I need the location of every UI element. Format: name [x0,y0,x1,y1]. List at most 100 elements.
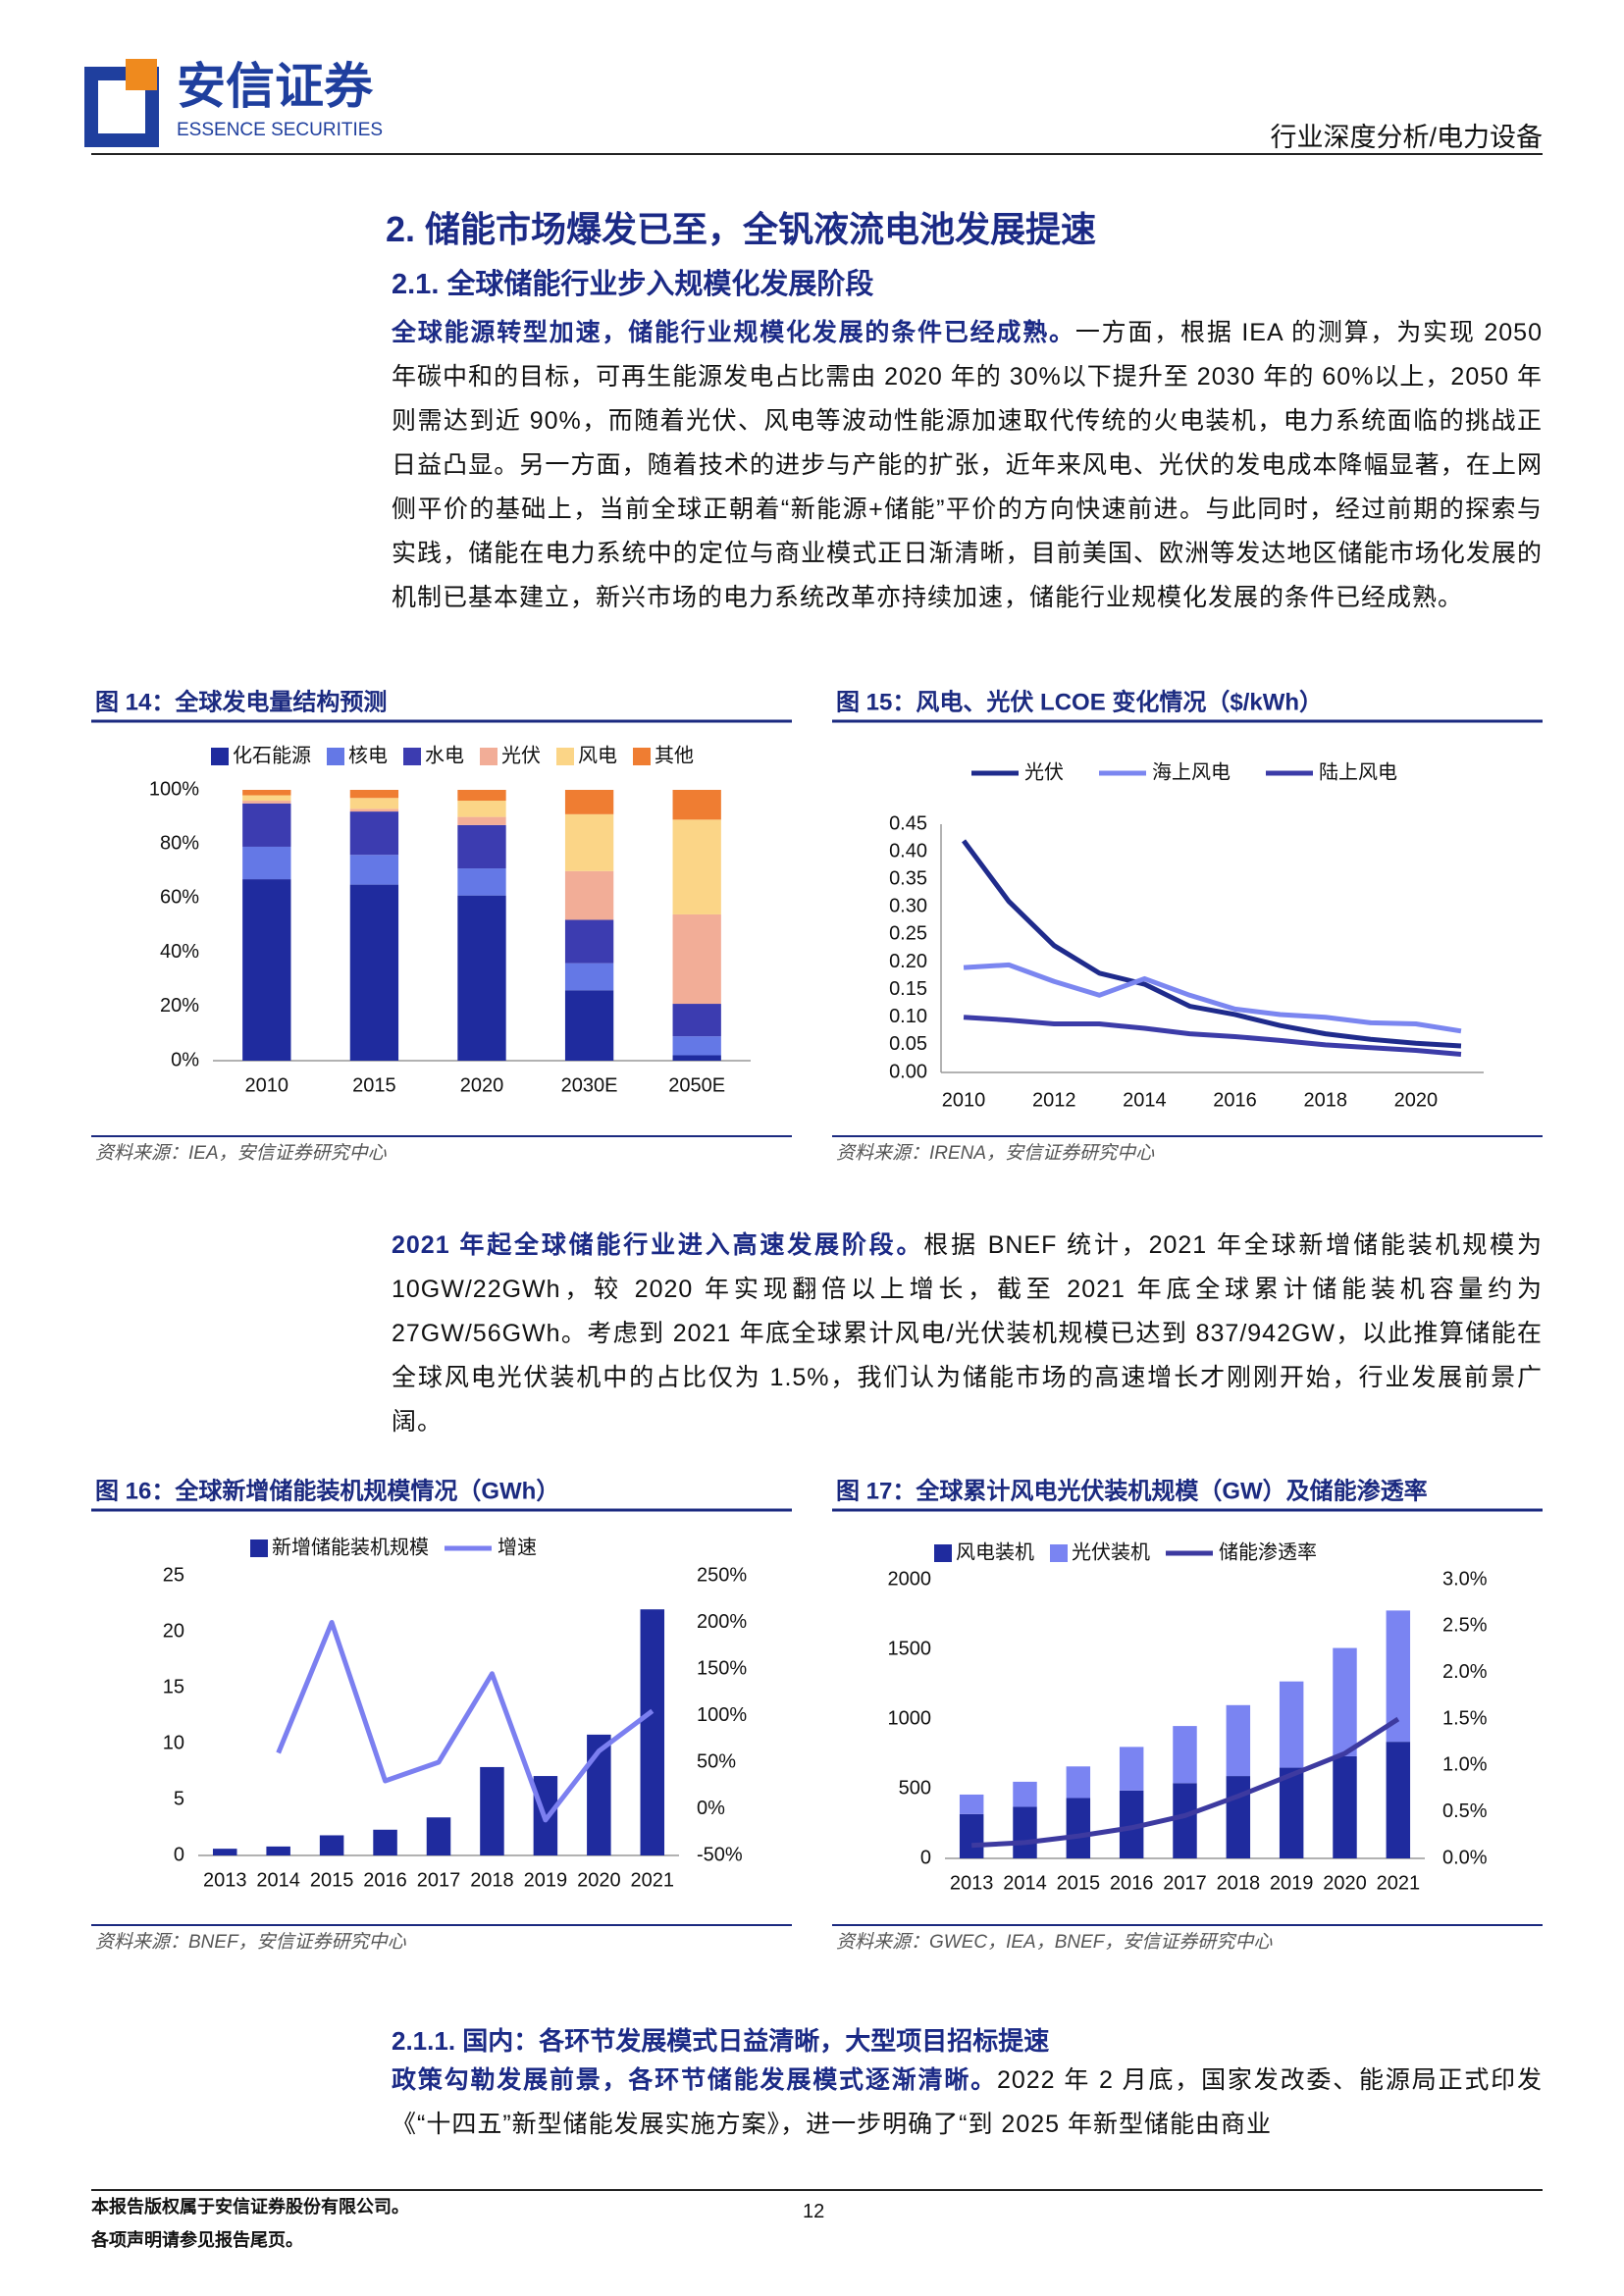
bar [1013,1781,1037,1807]
legend-swatch [633,748,651,765]
figure-source: 资料来源：IEA，安信证券研究中心 [95,1142,388,1164]
x-tick-label: 2019 [1270,1872,1314,1894]
bar [349,809,399,812]
y-tick-label: 0.05 [889,1033,927,1055]
x-tick-label: 2020 [577,1869,621,1891]
bar [1119,1747,1144,1791]
bar [672,1004,721,1037]
y-tick-label: 40% [160,941,199,963]
x-tick-label: 2018 [470,1869,514,1891]
x-tick-label: 2013 [950,1872,994,1894]
bar [959,1794,984,1814]
figure-title: 图 15：风电、光伏 LCOE 变化情况（$/kWh） [836,688,1323,715]
bar [1386,1742,1411,1858]
bar [480,1766,504,1855]
figure-source: 资料来源：GWEC，IEA，BNEF，安信证券研究中心 [836,1931,1273,1953]
legend-label: 化石能源 [233,744,311,766]
bar [564,963,614,991]
y-tick-label: 1500 [888,1638,932,1659]
bar [266,1846,290,1855]
bar [564,990,614,1061]
x-tick-label: 2030E [561,1074,618,1096]
figure-title: 图 16：全球新增储能装机规模情况（GWh） [95,1477,559,1504]
bar [242,803,291,847]
x-tick-label: 2018 [1217,1872,1261,1894]
series-line [963,962,1462,1034]
logo-cn: 安信证券 [177,59,374,114]
bar [319,1835,344,1855]
series-line [971,1716,1400,1849]
bar [959,1813,984,1858]
bar [672,1036,721,1056]
bar [1279,1681,1304,1768]
bar [242,879,291,1061]
y2-tick-label: 1.0% [1442,1754,1488,1776]
subsubsection-title: 2.1.1. 国内：各环节发展模式日益清晰，大型项目招标提速 [392,2026,1050,2056]
bar [1333,1647,1357,1756]
bar [672,790,721,820]
y-tick-label: 15 [163,1676,184,1697]
paragraph-text: 根据 BNEF 统计，2021 年全球新增储能装机规模为 10GW/22GWh，… [392,1231,1543,1435]
bar [457,816,506,825]
x-tick-label: 2014 [1003,1872,1047,1894]
legend-label: 核电 [348,744,388,766]
bar [1226,1776,1251,1858]
y-tick-label: 20% [160,995,199,1017]
y-tick-label: 2000 [888,1568,932,1590]
legend-label: 光伏 [1024,760,1064,783]
bar [564,813,614,871]
paragraph-lead: 全球能源转型加速，储能行业规模化发展的条件已经成熟。 [392,319,1075,346]
y2-tick-label: 150% [697,1657,747,1679]
y2-tick-label: 2.5% [1442,1615,1488,1637]
x-tick-label: 2015 [310,1869,354,1891]
series-line [963,1015,1462,1057]
legend-swatch [327,748,344,765]
bar [349,884,399,1061]
bar [457,868,506,896]
bar [426,1817,451,1855]
x-tick-label: 2020 [1394,1089,1439,1111]
bar [1013,1806,1037,1858]
figure-title: 图 14：全球发电量结构预测 [95,688,387,715]
legend-label: 风电 [578,744,617,766]
x-tick-label: 2015 [1057,1872,1101,1894]
x-tick-label: 2010 [245,1074,289,1096]
legend-swatch [1050,1544,1068,1562]
legend-swatch [211,748,229,765]
y2-tick-label: 0.0% [1442,1847,1488,1868]
bar [457,895,506,1061]
x-tick-label: 2018 [1303,1089,1347,1111]
legend-swatch [403,748,421,765]
legend-swatch [480,748,498,765]
legend-label: 增速 [498,1536,537,1558]
paragraph: 全球能源转型加速，储能行业规模化发展的条件已经成熟。一方面，根据 IEA 的测算… [392,311,1543,620]
y-tick-label: 0.15 [889,978,927,1000]
y-tick-label: 1000 [888,1707,932,1729]
page-number: 12 [803,2201,825,2222]
paragraph-text: 2022 年 2 月底，国家发改委、能源局正式印发《“十四五”新型储能发展实施方… [392,2066,1543,2138]
y-tick-label: 0.00 [889,1061,927,1082]
x-tick-label: 2015 [352,1074,396,1096]
y2-tick-label: 3.0% [1442,1568,1488,1590]
x-tick-label: 2012 [1032,1089,1076,1111]
x-tick-label: 2021 [1377,1872,1421,1894]
bar [672,1055,721,1061]
bar [672,913,721,1005]
legend-label: 其他 [655,744,694,766]
x-tick-label: 2016 [363,1869,407,1891]
x-tick-label: 2017 [417,1869,461,1891]
bar [349,811,399,856]
legend-label: 光伏 [501,744,541,766]
x-tick-label: 2021 [631,1869,675,1891]
y-tick-label: 0.20 [889,951,927,972]
legend-label: 水电 [425,744,464,766]
y-tick-label: 0% [171,1049,199,1070]
logo-en: ESSENCE SECURITIES [177,120,383,140]
bar [457,801,506,817]
y-tick-label: 80% [160,832,199,854]
y2-tick-label: 2.0% [1442,1661,1488,1683]
legend-label: 光伏装机 [1072,1540,1150,1563]
x-tick-label: 2016 [1213,1089,1257,1111]
bar [242,801,291,804]
y2-tick-label: 50% [697,1750,736,1772]
